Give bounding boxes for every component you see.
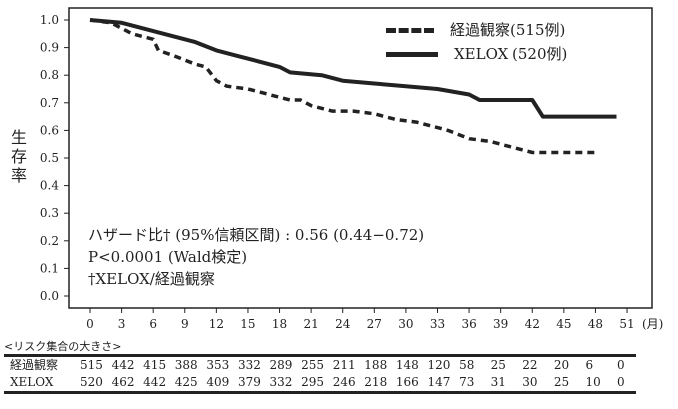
risk-cell: 120 — [427, 358, 451, 372]
legend-item-xelox: XELOX (520例) — [386, 42, 567, 66]
hazard-ratio-text: ハザード比† (95%信頼区間) : 0.56 (0.44−0.72) — [88, 226, 425, 244]
series-line-observation — [89, 18, 596, 155]
x-tick-label: 21 — [303, 317, 318, 331]
risk-cell: 332 — [269, 375, 293, 389]
x-tick-label: 30 — [398, 317, 413, 331]
annotation-block: ハザード比† (95%信頼区間) : 0.56 (0.44−0.72) P<0.… — [88, 224, 424, 290]
dashed-line-swatch — [386, 27, 434, 33]
x-tick-label: 27 — [367, 317, 382, 331]
risk-cell: 246 — [332, 375, 356, 389]
risk-cell: 379 — [237, 375, 261, 389]
x-tick-label: 9 — [181, 317, 189, 331]
x-tick-label: 15 — [240, 317, 255, 331]
x-tick-label: 3 — [118, 317, 126, 331]
y-tick-label: 0.4 — [40, 179, 59, 193]
risk-cell: 0 — [617, 358, 625, 372]
risk-cell: 148 — [395, 358, 419, 372]
footnote-text: †XELOX/経過観察 — [88, 270, 215, 288]
legend-item-observation: 経過観察 (515例) — [386, 18, 567, 42]
risk-cell: 25 — [553, 375, 570, 389]
y-tick-label: 0.9 — [40, 41, 59, 55]
legend-count: (520例) — [512, 45, 568, 63]
x-tick-label: 0 — [86, 317, 94, 331]
risk-cell: 6 — [585, 358, 594, 372]
risk-cell: 442 — [143, 375, 167, 389]
km-chart: 0.00.10.20.30.40.50.60.70.80.91.0 0 3 6 9 12… — [40, 7, 663, 331]
x-tick-label: 39 — [493, 317, 508, 331]
risk-cell: 147 — [427, 375, 451, 389]
legend: 経過観察 (515例) XELOX (520例) — [386, 18, 567, 66]
risk-cell: 415 — [143, 358, 167, 372]
y-tick-label: 0.7 — [40, 96, 59, 110]
risk-cell: 295 — [301, 375, 325, 389]
risk-cell: 0 — [617, 375, 625, 389]
risk-table: 経過観察 515 442 415 388 353 332 289 255 211 188 148 12… — [4, 354, 636, 394]
risk-cell: 520 — [80, 375, 103, 389]
risk-cell: 462 — [111, 375, 135, 389]
x-tick-label: 42 — [525, 317, 540, 331]
risk-row-label: 経過観察 — [10, 358, 59, 372]
solid-line-swatch — [386, 51, 438, 57]
y-axis-label: 生存率 — [10, 128, 27, 185]
x-tick-label: 18 — [272, 317, 287, 331]
series-line-xelox — [89, 18, 617, 119]
risk-cell: 255 — [301, 358, 325, 372]
y-tick-label: 0.8 — [40, 68, 59, 82]
x-tick-label: 33 — [430, 317, 445, 331]
y-tick-label: 0.5 — [40, 151, 59, 165]
y-tick-label: 0.2 — [40, 234, 59, 248]
x-tick-label: 24 — [335, 317, 351, 331]
risk-cell: 20 — [553, 358, 570, 372]
risk-cell: 31 — [490, 375, 506, 389]
risk-cell: 409 — [206, 375, 230, 389]
x-tick-label: 12 — [209, 317, 224, 331]
risk-cell: 211 — [332, 358, 356, 372]
x-tick-label: 51 — [619, 317, 634, 331]
y-tick-label: 1.0 — [40, 13, 59, 27]
x-axis-unit: (月) — [642, 317, 663, 331]
y-tick-label: 0.0 — [40, 289, 59, 303]
risk-cell: 425 — [174, 375, 198, 389]
risk-cell: 332 — [237, 358, 261, 372]
risk-cell: 22 — [522, 358, 538, 372]
legend-label: 経過観察 — [450, 21, 511, 39]
risk-cell: 166 — [395, 375, 419, 389]
risk-row-label: XELOX — [10, 375, 54, 389]
risk-row-xelox: XELOX 520 462 442 425 409 379 332 295 246 218 166 1… — [4, 374, 636, 391]
risk-row-observation: 経過観察 515 442 415 388 353 332 289 255 211 188 148 12… — [4, 357, 636, 374]
risk-cell: 188 — [364, 358, 388, 372]
y-tick-label: 0.1 — [40, 261, 59, 275]
risk-cell: 73 — [459, 375, 475, 389]
risk-cell: 10 — [585, 375, 601, 389]
risk-cell: 30 — [522, 375, 538, 389]
risk-cell: 289 — [269, 358, 293, 372]
x-tick-label: 36 — [461, 317, 476, 331]
risk-cell: 353 — [206, 358, 230, 372]
risk-cell: 25 — [490, 358, 506, 372]
x-tick-label: 48 — [588, 317, 603, 331]
risk-cell: 58 — [459, 358, 475, 372]
risk-table-title: <リスク集合の大きさ> — [4, 340, 122, 353]
risk-cell: 388 — [174, 358, 198, 372]
risk-cell: 442 — [111, 358, 135, 372]
legend-count: (515例) — [510, 21, 566, 39]
y-tick-label: 0.3 — [40, 206, 59, 220]
risk-cell: 515 — [80, 358, 103, 372]
p-value-text: P<0.0001 (Wald検定) — [88, 248, 248, 266]
x-tick-label: 6 — [149, 317, 157, 331]
legend-label: XELOX — [454, 45, 509, 63]
risk-cell: 218 — [364, 375, 388, 389]
y-tick-label: 0.6 — [40, 123, 59, 137]
x-tick-label: 45 — [556, 317, 571, 331]
